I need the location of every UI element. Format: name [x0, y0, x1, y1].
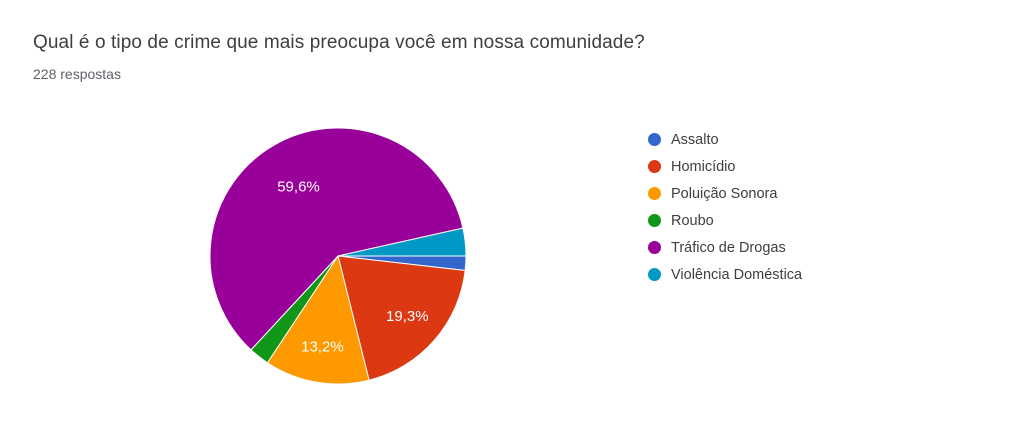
legend-item-homicidio: Homicídio — [648, 153, 802, 180]
legend-color-dot — [648, 214, 661, 227]
question-title: Qual é o tipo de crime que mais preocupa… — [33, 32, 645, 53]
legend-label: Tráfico de Drogas — [671, 239, 786, 256]
pie-slice-label: 59,6% — [277, 179, 320, 196]
legend-item-assalto: Assalto — [648, 126, 802, 153]
legend-label: Assalto — [671, 131, 719, 148]
legend-item-trafico-de-drogas: Tráfico de Drogas — [648, 234, 802, 261]
pie-slice-label: 13,2% — [301, 338, 344, 355]
legend-color-dot — [648, 133, 661, 146]
legend-label: Violência Doméstica — [671, 266, 803, 283]
legend-label: Homicídio — [671, 158, 736, 175]
legend-color-dot — [648, 268, 661, 281]
legend-item-violencia-domestica: Violência Doméstica — [648, 261, 802, 288]
pie-slice-trafico-de-drogas[interactable] — [209, 127, 464, 351]
pie-slice-violencia-domestica[interactable] — [337, 227, 467, 257]
legend-color-dot — [648, 241, 661, 254]
legend-item-poluicao-sonora: Poluição Sonora — [648, 180, 802, 207]
chart-legend: Assalto Homicídio Poluição Sonora Roubo Tráf… — [648, 126, 802, 288]
legend-color-dot — [648, 187, 661, 200]
legend-label: Poluição Sonora — [671, 185, 778, 202]
legend-label: Roubo — [671, 212, 714, 229]
pie-slice-poluicao-sonora[interactable] — [266, 254, 370, 385]
legend-color-dot — [648, 160, 661, 173]
pie-slice-homicidio[interactable] — [337, 255, 466, 381]
pie-slice-label: 19,3% — [386, 308, 429, 325]
responses-count: 228 respostas — [33, 66, 121, 82]
legend-item-roubo: Roubo — [648, 207, 802, 234]
